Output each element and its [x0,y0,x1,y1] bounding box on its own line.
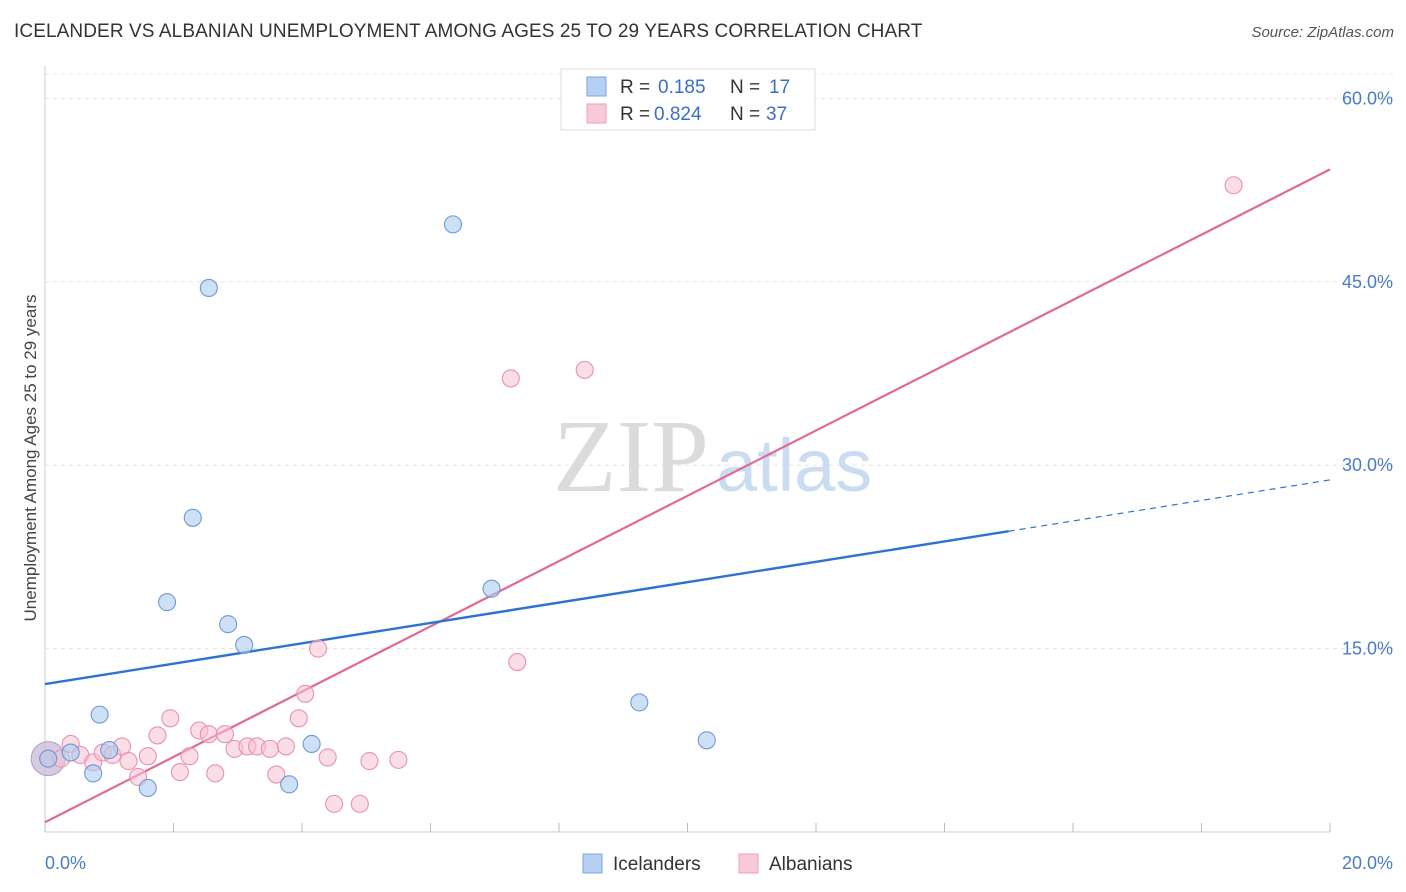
data-point-icelanders [90,705,109,724]
data-point-albanians [325,794,344,813]
x-tick-label: 0.0% [45,853,86,873]
data-point-icelanders [219,615,238,634]
data-point-icelanders [630,693,649,712]
data-point-albanians [350,794,369,813]
data-point-icelanders [482,579,501,598]
data-point-icelanders [39,749,58,768]
data-point-icelanders [697,731,716,750]
data-point-albanians [148,726,167,745]
legend-r-value-2: 0.824 [654,104,702,125]
legend-n-label-2: N = [730,104,760,125]
data-point-icelanders [280,775,299,794]
axes [44,66,1331,833]
legend-r-value-1: 0.185 [658,77,706,98]
legend-r-label-1: R = [620,77,650,98]
legend-n-label-1: N = [730,77,760,98]
data-point-albanians [180,747,199,766]
source-label: Source: ZipAtlas.com [1251,24,1394,41]
legend-r-label-2: R = [620,104,650,125]
trend-line-icelanders [44,530,1009,686]
data-point-icelanders [199,278,218,298]
data-point-icelanders [302,734,321,754]
data-point-albanians [318,748,337,767]
data-point-albanians [260,739,279,758]
data-point-albanians [360,752,379,771]
trend-lines [44,168,1331,824]
legend-n-value-1: 17 [769,77,790,98]
bottom-legend-icelanders: Icelanders [613,854,701,875]
data-point-albanians [138,747,157,766]
legend-n-value-2: 37 [766,104,787,125]
bottom-legend-swatch-albanians [738,853,759,874]
data-point-albanians [389,750,408,769]
y-tick-label: 45.0% [1342,272,1393,292]
trend-line-icelanders-extension [1008,479,1331,532]
data-point-icelanders [100,741,119,760]
data-points [30,176,1243,813]
data-point-icelanders [443,215,463,234]
data-point-icelanders [235,635,254,654]
legend-swatch-icelanders [586,76,607,97]
watermark-atlas: atlas [716,424,872,507]
data-point-albanians [508,653,527,672]
watermark: ZIP atlas [553,399,872,514]
y-tick-label: 60.0% [1342,88,1393,108]
data-point-albanians [170,763,189,782]
data-point-icelanders [158,593,177,612]
legend-swatch-albanians [586,103,607,124]
data-point-albanians [206,764,225,783]
y-axis-label: Unemployment Among Ages 25 to 29 years [21,295,40,622]
trend-line-albanians [44,168,1331,824]
data-point-icelanders [61,743,80,762]
data-point-albanians [1224,176,1243,195]
data-point-albanians [119,752,138,771]
data-point-albanians [276,737,295,756]
data-point-albanians [267,765,286,784]
chart-title: ICELANDER VS ALBANIAN UNEMPLOYMENT AMONG… [14,21,923,42]
data-point-icelanders [84,764,103,783]
x-tick-label: 20.0% [1342,853,1393,873]
data-point-albanians [575,360,594,379]
y-tick-label: 15.0% [1342,639,1393,659]
grid-lines [45,73,1395,650]
data-point-albanians [161,709,180,728]
data-point-albanians [309,639,328,658]
data-point-albanians [215,725,234,744]
tick-labels: 15.0% 30.0% 45.0% 60.0% 0.0% 20.0% [45,88,1393,873]
bottom-legend-swatch-icelanders [582,853,603,874]
watermark-zip: ZIP [553,399,709,514]
data-point-albanians [289,709,308,728]
data-point-icelanders [183,508,202,527]
data-point-albanians [199,725,218,744]
top-legend: R = 0.185 N = 17 R = 0.824 N = 37 [560,68,816,131]
bottom-legend: Icelanders Albanians [582,853,852,875]
data-point-albanians [501,369,520,388]
bottom-legend-albanians: Albanians [769,854,852,875]
data-point-albanians [296,684,315,703]
data-point-icelanders [138,778,157,798]
y-tick-label: 30.0% [1342,455,1393,475]
